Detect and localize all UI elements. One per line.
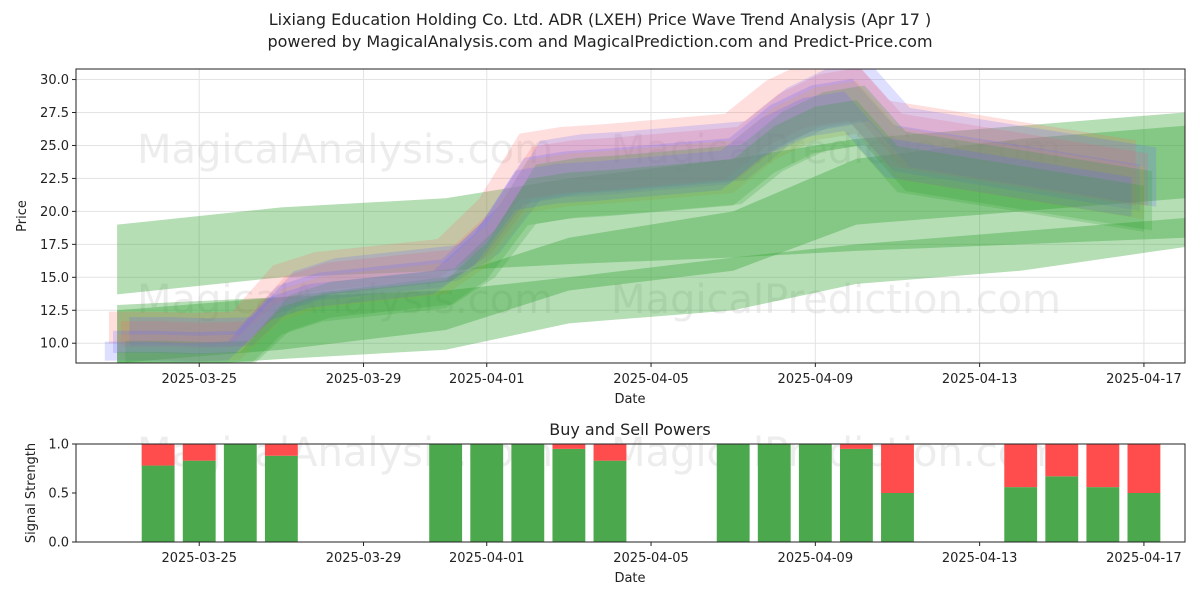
- y-tick-label: 1.0: [48, 438, 69, 453]
- buy-power-bar: [223, 444, 257, 542]
- x-tick-label: 2025-04-09: [778, 372, 854, 387]
- sell-power-bar: [1127, 444, 1161, 493]
- sell-power-bar: [593, 444, 627, 461]
- signal-chart-title: Buy and Sell Powers: [549, 420, 711, 439]
- x-tick-label: 2025-04-09: [778, 551, 854, 566]
- y-tick-label: 27.5: [40, 106, 69, 121]
- x-tick-label: 2025-04-01: [449, 551, 525, 566]
- y-tick-label: 12.5: [40, 304, 69, 319]
- x-tick-label: 2025-04-05: [613, 372, 689, 387]
- x-tick-label: 2025-04-05: [613, 551, 689, 566]
- buy-power-bar: [716, 444, 750, 542]
- buy-power-bar: [182, 460, 216, 542]
- x-tick-label: 2025-04-13: [942, 551, 1018, 566]
- buy-power-bar: [429, 444, 463, 542]
- buy-power-bar: [1086, 487, 1120, 542]
- x-tick-label: 2025-04-13: [942, 372, 1018, 387]
- sell-power-bar: [1086, 444, 1120, 488]
- watermark-text: MagicalPrediction.com: [611, 277, 1061, 323]
- signal-x-ticks: 2025-03-25 2025-03-29 2025-04-01 2025-04-05…: [161, 542, 1182, 566]
- price-wave-band: [108, 69, 1136, 345]
- price-wave-band: [129, 69, 1157, 347]
- buy-power-bar: [1127, 493, 1161, 542]
- signal-plot-area: [141, 444, 1161, 542]
- y-tick-label: 20.0: [40, 205, 69, 220]
- buy-power-bar: [1045, 476, 1079, 542]
- price-grid: [76, 69, 1185, 363]
- price-x-ticks: 2025-03-25 2025-03-29 2025-04-01 2025-04-05…: [161, 363, 1182, 387]
- y-tick-label: 17.5: [40, 238, 69, 253]
- watermark-text: MagicalPrediction.com: [611, 127, 1061, 173]
- sell-power-bar: [1045, 444, 1079, 477]
- signal-x-axis-label: Date: [614, 571, 645, 586]
- buy-power-bar: [552, 448, 586, 542]
- sell-power-bar: [182, 444, 216, 461]
- price-wave-band: [117, 80, 1144, 362]
- buy-power-bar: [839, 448, 873, 542]
- x-tick-label: 2025-03-29: [326, 372, 402, 387]
- y-tick-label: 15.0: [40, 271, 69, 286]
- sell-power-bar: [1004, 444, 1038, 488]
- trend-band: [117, 218, 1185, 363]
- sell-power-bar: [552, 444, 586, 449]
- price-wave-band: [113, 78, 1140, 355]
- y-tick-label: 25.0: [40, 139, 69, 154]
- buy-power-bar: [470, 444, 504, 542]
- y-tick-label: 30.0: [40, 73, 69, 88]
- y-tick-label: 10.0: [40, 337, 69, 352]
- x-tick-label: 2025-03-29: [326, 551, 402, 566]
- buy-power-bar: [511, 444, 545, 542]
- buy-power-bar: [881, 493, 914, 542]
- price-y-ticks: 10.0 12.5 15.0 17.5 20.0 22.5 25.0 27.5 30.0: [40, 73, 76, 352]
- signal-y-axis-label: Signal Strength: [24, 443, 39, 543]
- x-tick-label: 2025-04-17: [1106, 372, 1182, 387]
- trend-band: [117, 125, 1185, 363]
- price-wave-band: [104, 91, 1132, 362]
- price-y-axis-label: Price: [15, 200, 30, 232]
- buy-power-bar: [264, 455, 298, 542]
- buy-power-bar: [798, 444, 832, 542]
- signal-y-ticks: 0.0 0.5 1.0: [48, 438, 76, 551]
- y-tick-label: 22.5: [40, 172, 69, 187]
- price-wave-band: [121, 69, 1148, 348]
- price-axes-frame: [75, 68, 1186, 364]
- watermark-text: MagicalPrediction.com: [611, 430, 1061, 476]
- buy-power-bar: [593, 460, 627, 542]
- buy-power-bar: [141, 465, 175, 542]
- y-tick-label: 0.5: [48, 487, 69, 502]
- x-tick-label: 2025-03-25: [161, 551, 237, 566]
- buy-power-bar: [757, 444, 791, 542]
- x-tick-label: 2025-03-25: [161, 372, 237, 387]
- price-x-axis-label: Date: [614, 392, 645, 407]
- sell-power-bar: [881, 444, 914, 493]
- sell-power-bar: [141, 444, 175, 466]
- x-tick-label: 2025-04-17: [1106, 551, 1182, 566]
- buy-power-bar: [1004, 487, 1038, 542]
- sell-power-bar: [839, 444, 873, 449]
- x-tick-label: 2025-04-01: [449, 372, 525, 387]
- watermark-top: MagicalAnalysis.com MagicalPrediction.co…: [137, 127, 1061, 323]
- chart-title: Lixiang Education Holding Co. Ltd. ADR (…: [268, 10, 932, 29]
- price-wave-band: [125, 85, 1153, 363]
- trend-band: [117, 112, 1185, 295]
- watermark-text: MagicalAnalysis.com: [137, 127, 553, 173]
- price-plot-area: [104, 69, 1185, 363]
- watermark-text: MagicalAnalysis.com: [137, 277, 553, 323]
- price-wave-band: [117, 100, 1144, 363]
- y-tick-label: 0.0: [48, 536, 69, 551]
- chart-subtitle: powered by MagicalAnalysis.com and Magic…: [267, 32, 933, 51]
- sell-power-bar: [264, 444, 298, 456]
